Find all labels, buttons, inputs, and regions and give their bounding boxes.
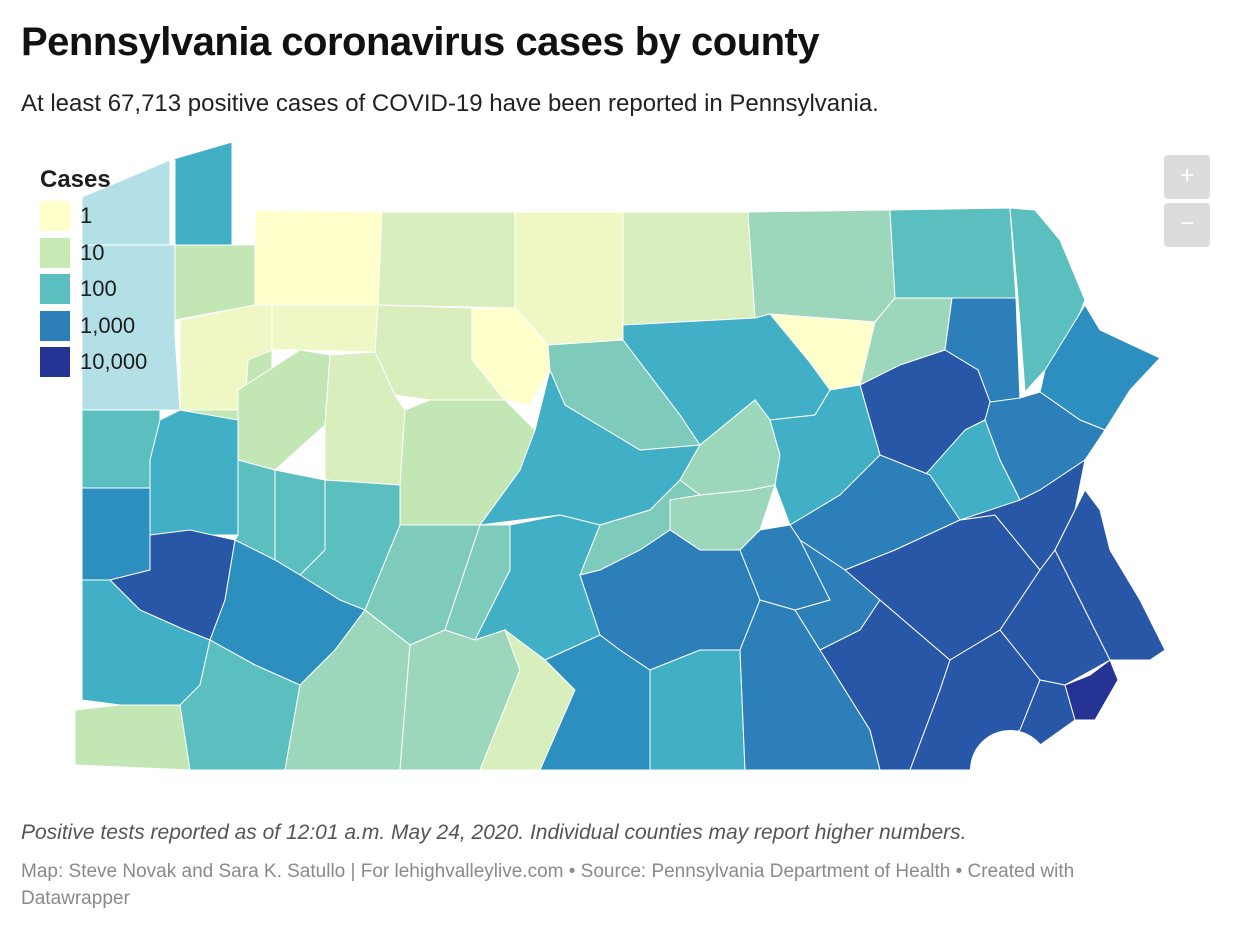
pennsylvania-county-map[interactable] — [0, 130, 1240, 800]
credits: Map: Steve Novak and Sara K. Satullo | F… — [21, 861, 1075, 909]
county-bucks[interactable] — [1054, 489, 1166, 661]
choropleth-map[interactable] — [0, 130, 1240, 800]
chart-subtitle: At least 67,713 positive cases of COVID-… — [21, 90, 879, 117]
legend-label: 10 — [80, 239, 105, 265]
zoom-out-button[interactable]: − — [1164, 203, 1210, 247]
legend-swatch — [40, 201, 70, 232]
county-adams[interactable] — [649, 649, 746, 771]
county-philadelphia[interactable] — [1064, 659, 1119, 721]
county-fayette[interactable] — [179, 639, 301, 771]
legend-title: Cases — [40, 166, 111, 193]
legend-item: 1,000 — [40, 308, 147, 345]
county-susquehanna[interactable] — [747, 209, 896, 323]
legend-item: 10,000 — [40, 344, 147, 381]
legend-swatch — [40, 237, 70, 268]
legend-item: 100 — [40, 271, 147, 308]
legend-label: 10,000 — [80, 349, 148, 375]
zoom-in-button[interactable]: + — [1164, 155, 1210, 199]
county-lycoming[interactable] — [471, 307, 551, 406]
footnote: Positive tests reported as of 12:01 a.m.… — [21, 821, 967, 844]
county-venango[interactable] — [149, 409, 239, 536]
legend-label: 1,000 — [80, 312, 136, 338]
county-crawford[interactable] — [81, 244, 181, 411]
county-wayne-north[interactable] — [889, 207, 1017, 299]
county-tioga[interactable] — [514, 211, 624, 346]
county-erie[interactable] — [169, 141, 256, 248]
delaware-state-notch — [970, 730, 1050, 800]
county-cameron[interactable] — [271, 304, 379, 353]
county-mckean[interactable] — [254, 209, 383, 306]
county-bradford[interactable] — [622, 211, 756, 326]
county-mercer[interactable] — [81, 409, 161, 491]
county-potter[interactable] — [377, 211, 516, 309]
county-greene[interactable] — [74, 704, 191, 771]
legend-swatch — [40, 347, 70, 378]
chart-title: Pennsylvania coronavirus cases by county — [21, 20, 820, 64]
county-lawrence[interactable] — [81, 487, 151, 581]
legend-item: 1 — [40, 198, 147, 235]
legend: Cases 1 10 100 1,000 10,000 — [40, 166, 147, 381]
legend-swatch — [40, 310, 70, 341]
legend-label: 100 — [80, 276, 117, 302]
legend-label: 1 — [80, 203, 93, 229]
legend-swatch — [40, 274, 70, 305]
legend-item: 10 — [40, 235, 147, 272]
